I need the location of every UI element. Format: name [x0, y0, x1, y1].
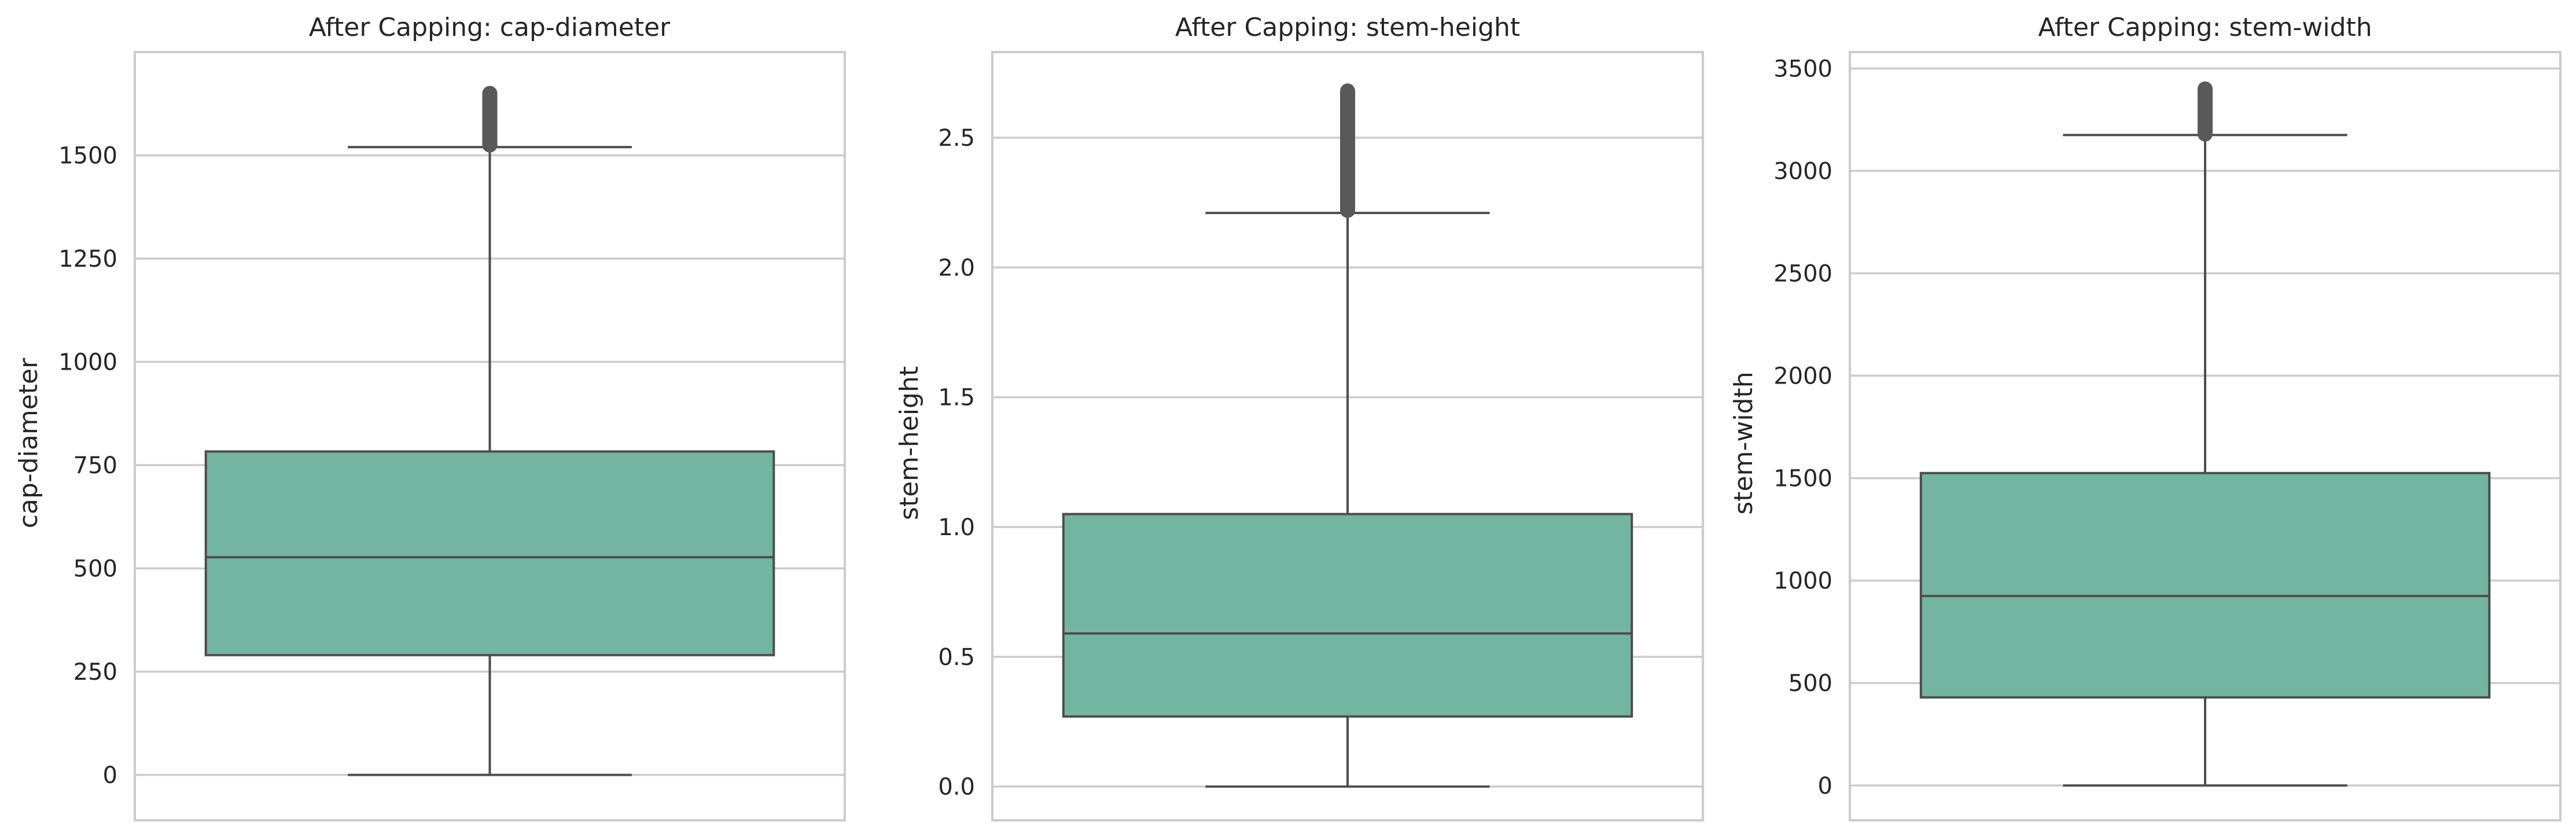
y-tick-label: 0.5	[938, 644, 975, 670]
y-axis-label: cap-diameter	[14, 358, 43, 528]
axes-frame	[134, 51, 846, 821]
y-tick-label: 1.5	[938, 385, 975, 411]
panel-stem-width: After Capping: stem-width stem-width 0 50…	[1729, 13, 2562, 821]
panel-cap-diameter: After Capping: cap-diameter cap-diameter…	[14, 13, 846, 821]
panel-title: After Capping: stem-height	[1175, 13, 1520, 42]
iqr-box	[204, 450, 775, 657]
panel-stem-height: After Capping: stem-height stem-height 0…	[895, 13, 1704, 821]
y-tick-label: 0	[1818, 773, 1832, 800]
iqr-box	[1062, 513, 1633, 718]
y-tick-label: 1500	[58, 142, 117, 169]
y-tick-label: 1000	[58, 349, 117, 375]
y-tick-label: 1250	[58, 246, 117, 272]
axes-frame	[1849, 51, 2562, 821]
iqr-box	[1919, 471, 2491, 699]
y-tick-label: 1500	[1773, 466, 1832, 492]
y-tick-label: 500	[1789, 670, 1832, 697]
y-tick-label: 250	[73, 659, 117, 686]
y-tick-label: 2500	[1773, 260, 1832, 287]
y-tick-label: 2.0	[938, 255, 975, 281]
y-tick-label: 1000	[1773, 568, 1832, 595]
panel-title: After Capping: cap-diameter	[309, 13, 671, 42]
y-tick-label: 2000	[1773, 363, 1832, 390]
y-tick-label: 2.5	[938, 125, 975, 152]
y-tick-label: 3000	[1773, 158, 1832, 185]
axes-frame	[991, 51, 1704, 821]
panel-title: After Capping: stem-width	[2038, 13, 2372, 42]
y-tick-label: 0	[103, 762, 117, 789]
y-tick-label: 1.0	[938, 514, 975, 541]
y-axis-label: stem-height	[895, 366, 924, 520]
y-tick-label: 500	[73, 555, 117, 582]
y-tick-label: 3500	[1773, 56, 1832, 82]
y-tick-label: 750	[73, 452, 117, 479]
y-tick-label: 0.0	[938, 774, 975, 801]
y-axis-label: stem-width	[1729, 371, 1758, 514]
